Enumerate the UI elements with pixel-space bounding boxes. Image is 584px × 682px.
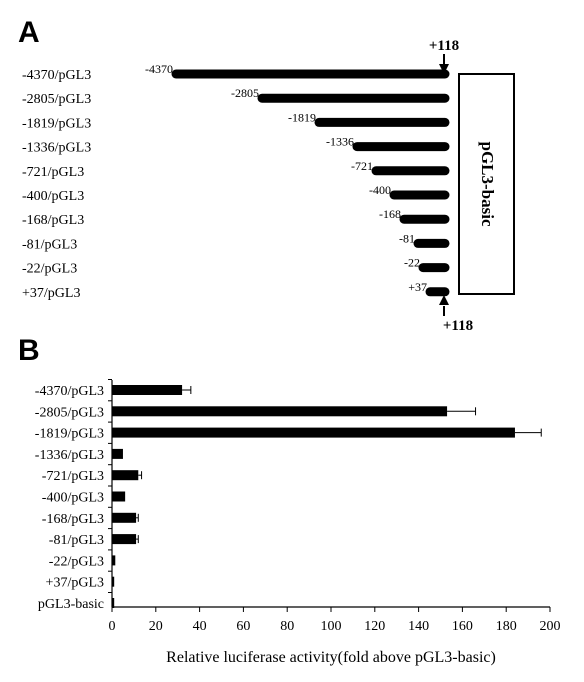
construct-rows: -4370/pGL3 -4370 -2805/pGL3 -2805 -1819/pGL3…	[22, 62, 450, 301]
construct-label: -2805/pGL3	[22, 92, 91, 107]
construct-start-label: -721	[351, 159, 373, 173]
x-tick-label: 200	[540, 619, 561, 634]
bar	[112, 406, 448, 417]
panel-a-label: A	[18, 16, 40, 49]
x-tick-label: 20	[149, 619, 163, 634]
x-axis-label: Relative luciferase activity(fold above …	[166, 649, 496, 666]
end-label-bottom: +118	[443, 318, 473, 334]
error-bar	[514, 428, 542, 437]
x-tick-label: 120	[364, 619, 385, 634]
category-label: -400/pGL3	[42, 491, 104, 506]
bar	[112, 555, 116, 566]
bar	[112, 385, 183, 395]
category-label: -2805/pGL3	[35, 405, 104, 420]
panel-b-label: B	[18, 334, 40, 367]
construct-start-label: -400	[369, 183, 391, 197]
x-tick-label: 180	[496, 619, 517, 634]
construct-label: -81/pGL3	[22, 237, 77, 252]
category-label: -1336/pGL3	[35, 448, 104, 463]
error-bar	[138, 471, 143, 480]
category-label: -168/pGL3	[42, 512, 104, 527]
bar	[112, 512, 137, 523]
bar	[112, 491, 126, 502]
bar	[112, 576, 115, 587]
x-tick-label: 0	[109, 619, 116, 634]
construct-start-label: -1819	[288, 110, 316, 124]
error-bar	[447, 407, 477, 416]
construct-label: -4370/pGL3	[22, 68, 91, 83]
construct-start-label: -81	[399, 231, 415, 245]
category-label: -4370/pGL3	[35, 384, 104, 399]
construct-start-label: -1336	[326, 135, 354, 149]
construct-start-label: -2805	[231, 86, 259, 100]
bar	[112, 427, 515, 438]
category-label: +37/pGL3	[46, 576, 104, 591]
x-tick-label: 140	[408, 619, 429, 634]
arrow-bottom	[439, 295, 449, 316]
panel-a: A -4370/pGL3 -4370 -2805/pGL3 -2805 -1819/pG…	[18, 16, 515, 334]
error-bar	[136, 513, 139, 522]
arrow-top	[439, 54, 449, 74]
construct-start-label: -168	[379, 207, 401, 221]
construct-label: -400/pGL3	[22, 189, 84, 204]
x-tick-label: 40	[193, 619, 207, 634]
construct-start-label: +37	[408, 280, 427, 294]
error-bar	[136, 535, 139, 544]
construct-start-label: -4370	[145, 62, 173, 76]
x-tick-label: 160	[452, 619, 473, 634]
x-tick-label: 60	[236, 619, 250, 634]
bar	[112, 470, 139, 481]
panel-b: B -4370/pGL3 -2805/pGL3 -1819/pGL3 -1336/pG…	[18, 334, 561, 666]
construct-label: -168/pGL3	[22, 213, 84, 228]
construct-label: -22/pGL3	[22, 262, 77, 277]
bar	[112, 598, 115, 608]
x-tick-label: 80	[280, 619, 294, 634]
x-axis: 0 20 40 60 80 100 120 140 160 180 200	[108, 379, 561, 634]
bar-series: -4370/pGL3 -2805/pGL3 -1819/pGL3 -1336/pGL3…	[35, 384, 542, 612]
category-label: -22/pGL3	[49, 554, 104, 569]
bar	[112, 534, 137, 545]
end-label-top: +118	[429, 38, 459, 54]
category-label: -721/pGL3	[42, 469, 104, 484]
vector-box	[458, 73, 515, 295]
x-tick-label: 100	[321, 619, 342, 634]
construct-label: -1336/pGL3	[22, 141, 91, 156]
category-label: -81/pGL3	[49, 533, 104, 548]
vector-label: pGL3-basic	[478, 141, 497, 226]
category-label: -1819/pGL3	[35, 427, 104, 442]
bar	[112, 448, 123, 459]
category-label: pGL3-basic	[38, 597, 104, 612]
construct-label: -721/pGL3	[22, 165, 84, 180]
error-bar	[182, 386, 192, 394]
construct-start-label: -22	[404, 256, 420, 270]
construct-label: -1819/pGL3	[22, 116, 91, 131]
construct-label: +37/pGL3	[22, 286, 80, 301]
